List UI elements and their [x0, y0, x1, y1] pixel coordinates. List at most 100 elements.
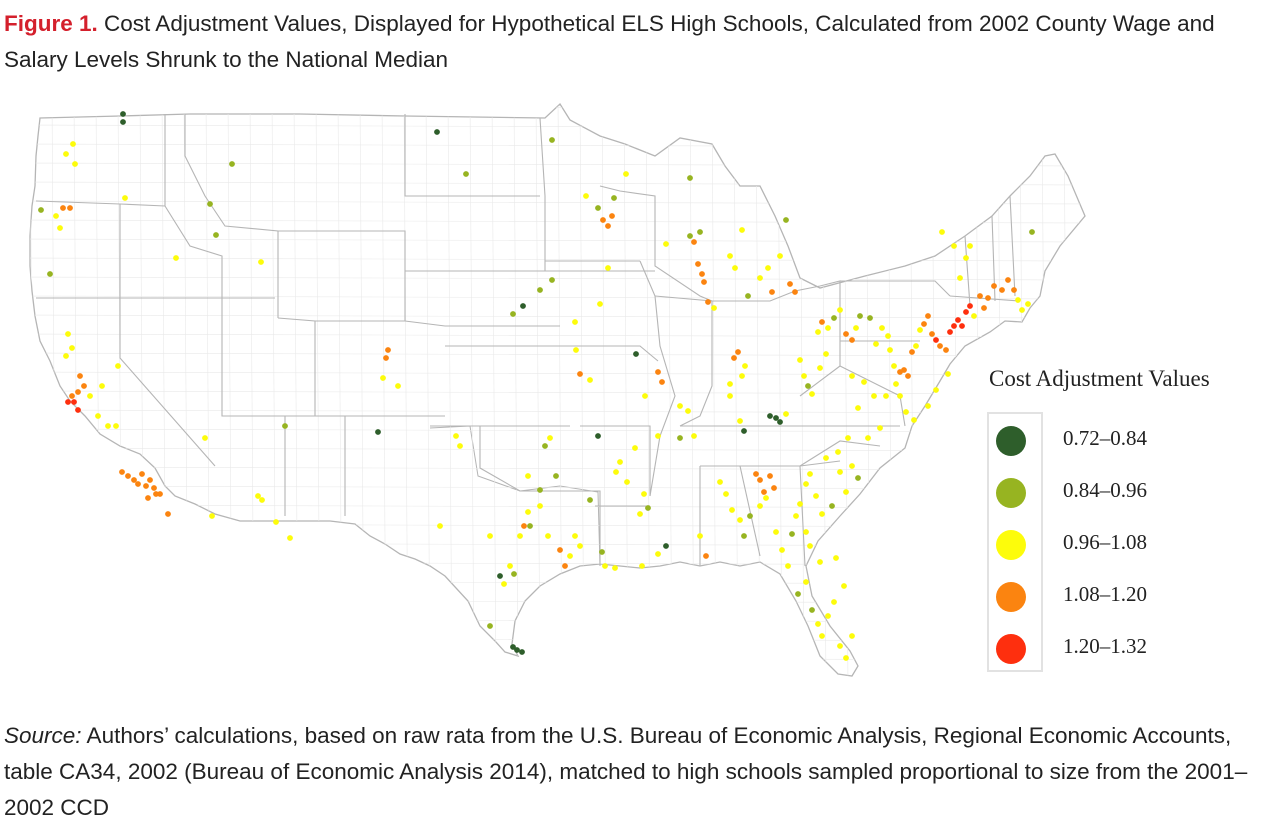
- school-point: [917, 327, 923, 333]
- school-point: [587, 377, 593, 383]
- school-point: [663, 241, 669, 247]
- school-point: [151, 485, 157, 491]
- school-point: [879, 325, 885, 331]
- school-point: [572, 319, 578, 325]
- school-point: [375, 429, 381, 435]
- school-point: [537, 287, 543, 293]
- school-point: [507, 563, 513, 569]
- school-point: [773, 415, 779, 421]
- school-point: [81, 383, 87, 389]
- school-point: [587, 497, 593, 503]
- school-point: [72, 161, 78, 167]
- school-point: [577, 371, 583, 377]
- school-point: [510, 644, 516, 650]
- legend: Cost Adjustment Values 0.72–0.84 0.84–0.…: [975, 362, 1275, 682]
- school-point: [933, 387, 939, 393]
- school-point: [991, 283, 997, 289]
- school-point: [385, 347, 391, 353]
- school-point: [259, 497, 265, 503]
- school-point: [209, 513, 215, 519]
- school-point: [763, 495, 769, 501]
- school-point: [823, 455, 829, 461]
- school-point: [395, 383, 401, 389]
- school-point: [757, 477, 763, 483]
- school-point: [542, 443, 548, 449]
- school-point: [757, 275, 763, 281]
- school-point: [835, 449, 841, 455]
- school-point: [849, 373, 855, 379]
- school-point: [641, 491, 647, 497]
- school-point: [737, 517, 743, 523]
- school-point: [933, 337, 939, 343]
- school-point: [67, 205, 73, 211]
- school-point: [47, 271, 53, 277]
- school-point: [887, 347, 893, 353]
- legend-swatch-dark-green: [996, 426, 1026, 456]
- school-point: [717, 479, 723, 485]
- school-point: [771, 485, 777, 491]
- legend-swatch-olive-green: [996, 478, 1026, 508]
- school-point: [695, 261, 701, 267]
- school-point: [777, 253, 783, 259]
- school-point: [605, 265, 611, 271]
- border-ar-la: [580, 425, 651, 507]
- school-point: [792, 289, 798, 295]
- school-point: [943, 347, 949, 353]
- county-line: [30, 599, 1085, 604]
- school-point: [685, 408, 691, 414]
- school-point: [437, 523, 443, 529]
- county-line: [30, 580, 1085, 585]
- school-point: [1025, 301, 1031, 307]
- school-point: [122, 195, 128, 201]
- school-point: [877, 425, 883, 431]
- border-ca-nv: [119, 298, 216, 467]
- school-point: [945, 371, 951, 377]
- school-point: [837, 307, 843, 313]
- school-point: [519, 649, 525, 655]
- school-point: [745, 293, 751, 299]
- school-point: [963, 255, 969, 261]
- border-va-wv: [799, 365, 906, 427]
- school-point: [963, 309, 969, 315]
- figure-title: Figure 1. Cost Adjustment Values, Displa…: [4, 6, 1278, 78]
- school-point: [143, 483, 149, 489]
- border-id: [164, 114, 223, 318]
- school-point: [77, 373, 83, 379]
- school-point: [258, 259, 264, 265]
- school-point: [514, 647, 520, 653]
- legend-title: Cost Adjustment Values: [989, 366, 1210, 391]
- school-point: [63, 353, 69, 359]
- border-az-nm: [284, 416, 346, 516]
- school-point: [701, 279, 707, 285]
- school-point: [809, 391, 815, 397]
- school-point: [537, 487, 543, 493]
- school-point: [655, 433, 661, 439]
- school-point: [609, 213, 615, 219]
- legend-label-1: 0.72–0.84: [1063, 426, 1147, 450]
- school-point: [873, 341, 879, 347]
- school-point: [823, 351, 829, 357]
- school-point: [562, 563, 568, 569]
- school-point: [255, 493, 261, 499]
- school-point: [903, 409, 909, 415]
- school-point: [925, 403, 931, 409]
- legend-swatch-yellow: [996, 530, 1026, 560]
- border-oh: [712, 280, 841, 366]
- school-point: [783, 411, 789, 417]
- school-point: [95, 413, 101, 419]
- school-point: [783, 217, 789, 223]
- school-point: [691, 433, 697, 439]
- school-point: [815, 329, 821, 335]
- school-point: [777, 419, 783, 425]
- school-point: [525, 509, 531, 515]
- school-point: [729, 507, 735, 513]
- school-point: [855, 405, 861, 411]
- school-point: [1015, 297, 1021, 303]
- school-point: [797, 357, 803, 363]
- school-point: [525, 473, 531, 479]
- school-point: [761, 489, 767, 495]
- border-ok-tx: [430, 425, 601, 566]
- school-point: [1005, 277, 1011, 283]
- border-ia-mo: [545, 260, 659, 362]
- school-point: [687, 233, 693, 239]
